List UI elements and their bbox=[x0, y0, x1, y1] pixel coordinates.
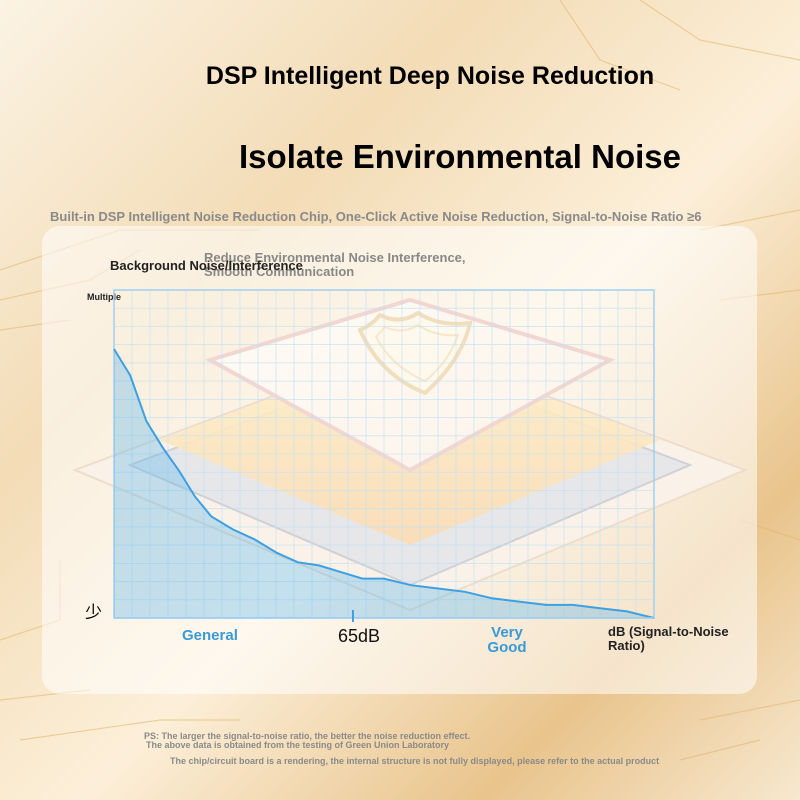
y-axis-unit-label: Multiple bbox=[87, 292, 121, 302]
page-title: DSP Intelligent Deep Noise Reduction bbox=[205, 62, 655, 90]
footnote-line-1: PS: The larger the signal-to-noise ratio… bbox=[144, 731, 471, 741]
series-area bbox=[114, 349, 654, 618]
annotation-line-1: Reduce Environmental Noise Interference, bbox=[204, 250, 466, 265]
x-tick-label-very-good: Very Good bbox=[487, 624, 527, 656]
chart-panel bbox=[42, 226, 757, 694]
x-axis-label: dB (Signal-to-Noise Ratio) bbox=[608, 624, 729, 653]
chart-grid bbox=[114, 290, 654, 618]
footnote-line-2: The above data is obtained from the test… bbox=[146, 740, 450, 750]
x-tick-label-general: General bbox=[182, 627, 238, 644]
footnote-line-3: The chip/circuit board is a rendering, t… bbox=[170, 756, 660, 766]
annotation-line-2: Smooth Communication bbox=[204, 264, 355, 279]
y-axis-low-label: 少 bbox=[85, 603, 102, 622]
subtitle: Built-in DSP Intelligent Noise Reduction… bbox=[50, 209, 702, 224]
series-line bbox=[113, 348, 655, 619]
x-tick-label-65db: 65dB bbox=[338, 626, 381, 646]
headline: Isolate Environmental Noise bbox=[239, 138, 681, 175]
y-axis-label: Background Noise/Interference bbox=[110, 258, 303, 273]
